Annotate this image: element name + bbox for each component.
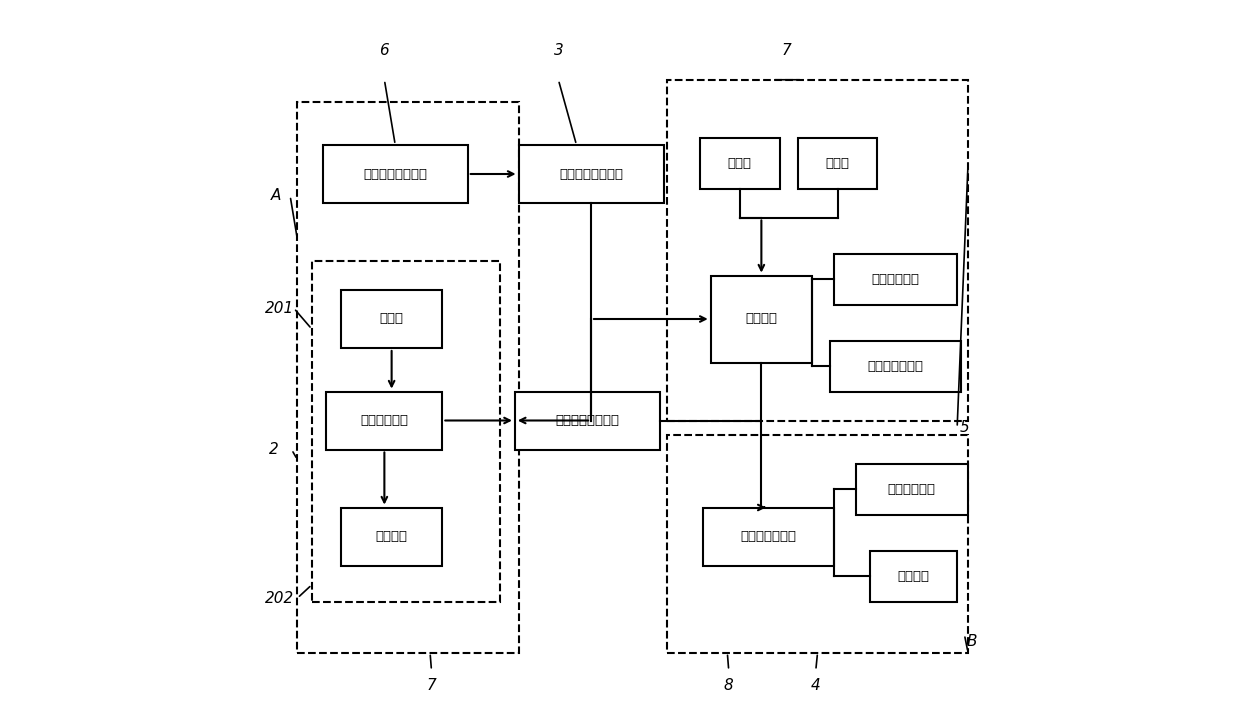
FancyBboxPatch shape <box>341 507 443 566</box>
Text: 指令输入模块: 指令输入模块 <box>888 483 936 496</box>
FancyBboxPatch shape <box>833 254 957 304</box>
Text: 供电控制装置: 供电控制装置 <box>361 414 408 427</box>
Text: 充电枪: 充电枪 <box>379 312 404 326</box>
FancyBboxPatch shape <box>518 145 663 203</box>
Text: 无线通信模块: 无线通信模块 <box>872 273 920 286</box>
Text: 4: 4 <box>811 678 821 692</box>
Text: 201: 201 <box>264 301 294 315</box>
Text: 以太网连接模块: 以太网连接模块 <box>868 360 924 373</box>
Text: A: A <box>270 188 280 203</box>
FancyBboxPatch shape <box>341 290 443 348</box>
Text: 5: 5 <box>960 420 970 435</box>
Text: 继电器: 继电器 <box>728 157 751 170</box>
Text: 电能采集分配单元: 电能采集分配单元 <box>556 414 619 427</box>
Text: 车辆型号识别系统: 车辆型号识别系统 <box>559 167 622 181</box>
Text: 3: 3 <box>553 44 563 58</box>
Text: 计量模块: 计量模块 <box>376 530 408 543</box>
FancyBboxPatch shape <box>326 392 443 450</box>
Text: 7: 7 <box>427 678 436 692</box>
FancyBboxPatch shape <box>699 138 780 188</box>
FancyBboxPatch shape <box>870 551 957 602</box>
FancyBboxPatch shape <box>703 507 833 566</box>
Text: 主控单元: 主控单元 <box>745 312 777 326</box>
FancyBboxPatch shape <box>515 392 660 450</box>
FancyBboxPatch shape <box>831 341 961 392</box>
FancyBboxPatch shape <box>711 276 812 362</box>
Text: B: B <box>966 634 977 649</box>
Text: 2: 2 <box>269 442 278 457</box>
Text: 二维码支付模块: 二维码支付模块 <box>740 530 796 543</box>
FancyBboxPatch shape <box>797 138 878 188</box>
FancyBboxPatch shape <box>322 145 467 203</box>
Text: 8: 8 <box>724 678 734 692</box>
Text: 202: 202 <box>264 591 294 605</box>
FancyBboxPatch shape <box>856 464 968 515</box>
Text: 变压器: 变压器 <box>826 157 849 170</box>
Text: 7: 7 <box>782 44 791 58</box>
Text: 6: 6 <box>379 44 389 58</box>
Text: 显示模块: 显示模块 <box>898 570 930 583</box>
Text: 高清图像采集模块: 高清图像采集模块 <box>363 167 428 181</box>
